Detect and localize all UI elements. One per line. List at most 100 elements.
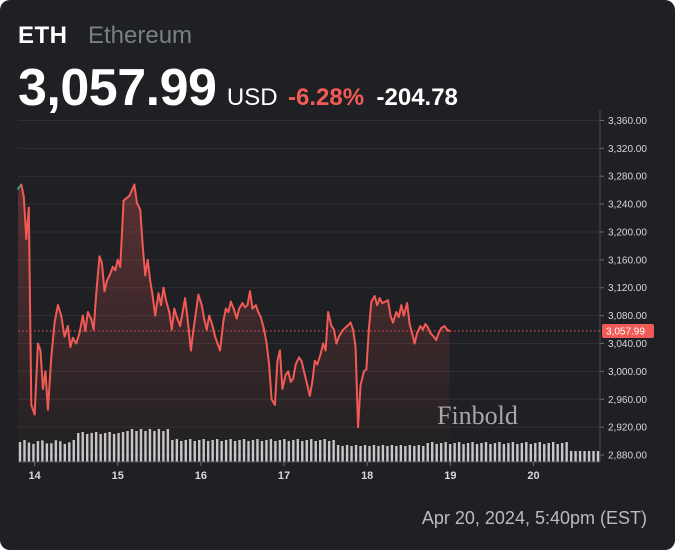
volume-bar <box>511 442 515 462</box>
price-line-segment <box>406 302 411 325</box>
price-line-segment <box>75 332 81 345</box>
watermark: Finbold <box>437 401 518 430</box>
price-line-segment <box>179 311 184 328</box>
price-line-segment <box>205 314 211 331</box>
price-line-segment <box>359 370 365 387</box>
price-line-segment <box>435 332 440 342</box>
price-line-segment <box>98 255 103 265</box>
price-line-segment <box>139 208 144 247</box>
x-tick-label: 16 <box>195 470 207 482</box>
y-tick-label: 3,080.00 <box>608 311 647 322</box>
price-line-segment <box>222 307 227 323</box>
price-line-segment <box>335 335 340 345</box>
price-line-segment <box>211 325 217 338</box>
price-line-segment <box>413 332 419 345</box>
y-tick-label: 2,880.00 <box>608 451 647 462</box>
price-line-segment <box>36 342 42 352</box>
price-line-segment <box>105 272 112 282</box>
price-line-segment <box>263 328 268 345</box>
price-line-segment <box>300 359 306 373</box>
volume-bar <box>507 443 510 462</box>
volume-bar <box>574 451 577 462</box>
price-line-segment <box>200 304 206 321</box>
volume-bar <box>578 451 582 462</box>
current-price: 3,057.99 <box>18 59 217 117</box>
volume-bar <box>569 451 573 462</box>
price-line-segment <box>133 183 138 204</box>
volume-bar <box>543 444 546 462</box>
price-line-segment <box>109 265 114 275</box>
volume-bar <box>556 444 559 462</box>
volume-bar <box>493 443 497 462</box>
price-line-segment <box>227 300 232 314</box>
y-tick-label: 3,160.00 <box>608 255 647 266</box>
ticker-symbol: ETH <box>18 22 68 49</box>
volume-bar <box>538 442 541 462</box>
volume-bar <box>502 444 506 462</box>
price-line-segment <box>354 345 360 429</box>
asset-name: Ethereum <box>88 22 193 49</box>
volume-bar <box>498 442 501 462</box>
change-absolute: -204.78 <box>376 84 458 111</box>
x-tick-label: 18 <box>361 470 373 482</box>
volume-bar <box>471 442 474 462</box>
price-line-segment <box>184 297 189 321</box>
price-line-segment <box>103 279 108 293</box>
price-line-segment <box>311 359 316 383</box>
price-line-segment <box>273 359 279 406</box>
price-line-segment <box>56 304 63 317</box>
price-line-segment <box>33 342 39 416</box>
volume-bar <box>560 443 564 462</box>
volume-bar <box>529 444 532 462</box>
price-line-segment <box>162 286 167 302</box>
price-area-fill <box>18 184 450 462</box>
price-line-segment <box>50 321 56 359</box>
price-line-segment <box>316 352 322 366</box>
price-line-segment <box>214 335 219 345</box>
price-line-segment <box>294 356 301 366</box>
price-line-segment <box>248 290 254 310</box>
price-line-segment <box>235 307 241 320</box>
y-tick-label: 3,320.00 <box>608 144 647 155</box>
price-line-segment <box>194 293 200 314</box>
price-line-segment <box>135 201 142 211</box>
volume-bar <box>457 442 461 462</box>
price-line-segment <box>154 292 160 317</box>
currency-label: USD <box>226 84 278 111</box>
price-line-segment <box>229 300 236 312</box>
y-axis: 3,360.00 3,320.00 3,280.00 3,240.00 3,200.00… <box>599 110 647 462</box>
x-tick-label: 19 <box>444 470 456 482</box>
volume-bar <box>565 442 568 462</box>
x-tick-label: 17 <box>278 470 290 482</box>
price-line-segment <box>60 314 66 338</box>
price-line-segment <box>84 311 89 332</box>
price-line-segment <box>141 244 147 277</box>
price-line-segment <box>386 299 392 317</box>
current-price-badge-bg <box>602 323 654 338</box>
price-line-segment <box>303 370 309 387</box>
price-line-segment <box>53 304 59 324</box>
price-line-segment <box>446 328 451 332</box>
price-line-segment <box>292 363 297 380</box>
volume-bar <box>475 444 479 462</box>
volume-bar <box>525 442 528 462</box>
x-axis: 14 15 16 17 18 19 20 <box>18 461 600 482</box>
volume-bar <box>583 451 586 462</box>
x-tick-label: 14 <box>29 470 42 482</box>
y-tick-label: 3,240.00 <box>608 200 647 211</box>
price-line-segment <box>357 384 362 429</box>
price-line <box>17 183 451 429</box>
price-line-segment <box>86 311 93 321</box>
volume-bar <box>596 451 600 462</box>
price-line-segment <box>408 322 414 335</box>
volume-bar <box>453 443 456 462</box>
price-line-segment <box>337 329 344 338</box>
price-line-segment <box>254 304 260 314</box>
price-line-segment <box>426 326 432 335</box>
price-line-segment <box>92 293 98 331</box>
price-line-segment <box>416 325 422 335</box>
price-line-segment <box>349 321 355 331</box>
y-tick-label: 3,280.00 <box>608 172 647 183</box>
current-price-badge: 3,057.99 <box>602 323 654 338</box>
